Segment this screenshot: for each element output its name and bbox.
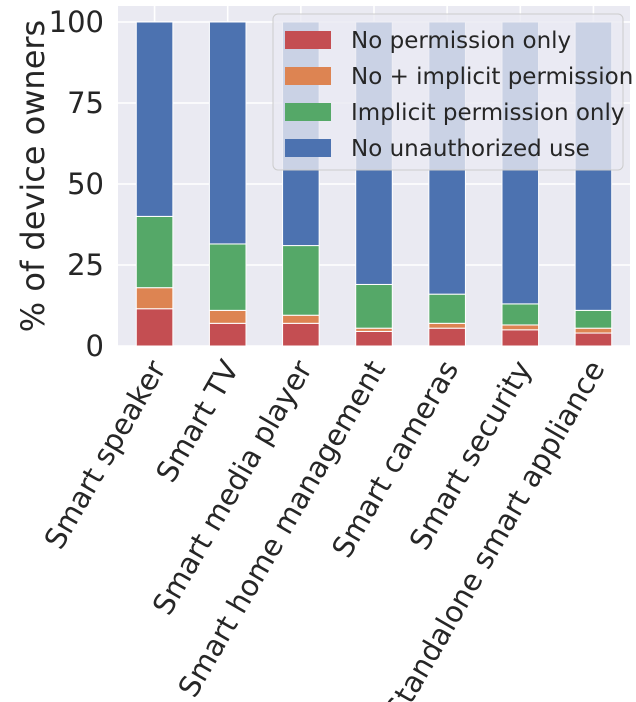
bar-segment-2-2: [282, 245, 320, 316]
legend-swatch-2: [285, 103, 331, 121]
bar-segment-4-2: [428, 293, 466, 324]
y-axis-label: % of device owners: [14, 20, 52, 332]
y-tick-label-0: 0: [86, 329, 104, 363]
bar-segment-3-0: [355, 330, 393, 347]
bar-segment-5-0: [501, 329, 540, 347]
bar-segment-1-1: [208, 309, 247, 324]
y-tick-labels: 0 25 50 75 100: [49, 5, 104, 363]
legend-label-3: No unauthorized use: [351, 136, 590, 162]
bar-segment-0-0: [135, 308, 174, 347]
bar-segment-2-0: [282, 322, 320, 347]
bar-segment-1-2: [208, 243, 247, 311]
category-label-0: Smart speaker: [37, 354, 172, 554]
bar-segment-4-0: [428, 327, 466, 347]
bar-segment-2-1: [282, 314, 320, 324]
bar-segment-1-3: [208, 21, 247, 245]
y-tick-label-4: 100: [49, 5, 104, 39]
legend-swatch-0: [285, 31, 331, 49]
legend-label-1: No + implicit permission: [351, 64, 633, 90]
bar-segment-6-1: [574, 327, 613, 334]
y-tick-label-3: 75: [67, 86, 104, 120]
legend-label-2: Implicit permission only: [351, 100, 625, 126]
bar-segment-3-2: [355, 283, 393, 329]
bar-segment-4-1: [428, 322, 466, 329]
bar-segment-0-3: [135, 21, 174, 217]
bar-segment-0-2: [135, 215, 174, 289]
legend-swatch-3: [285, 139, 331, 157]
bar-segment-5-2: [501, 303, 540, 326]
bar-segment-6-2: [574, 309, 613, 329]
legend-frame: [272, 13, 624, 171]
bar-segment-1-0: [208, 322, 247, 347]
legend-swatch-1: [285, 67, 331, 85]
legend: No permission only No + implicit permissi…: [272, 13, 633, 171]
bar-segment-6-0: [574, 332, 613, 347]
y-tick-label-2: 50: [67, 167, 104, 201]
bar-segment-5-1: [501, 324, 540, 331]
legend-label-0: No permission only: [351, 28, 571, 54]
bar-segment-0-1: [135, 287, 174, 310]
y-tick-label-1: 25: [67, 248, 104, 282]
